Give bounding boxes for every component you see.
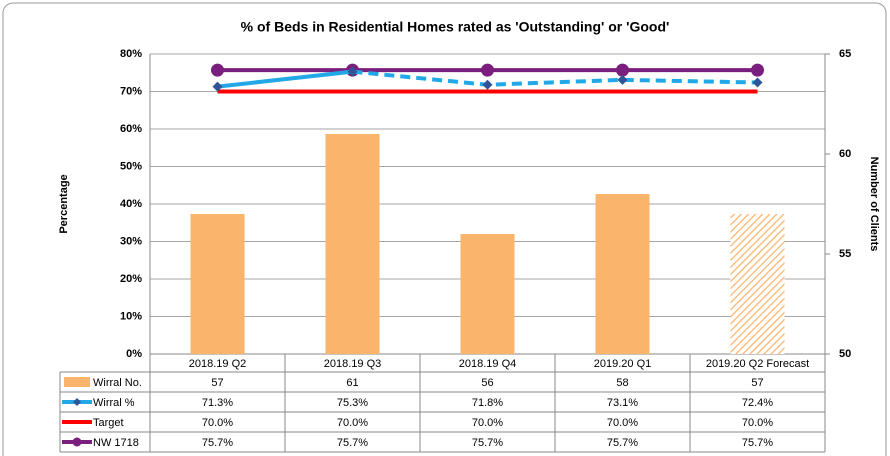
table-value: 70.0%	[202, 417, 233, 429]
table-value: 72.4%	[742, 397, 773, 409]
table-value: 73.1%	[607, 397, 638, 409]
table-value: 70.0%	[472, 417, 503, 429]
y-tick-label: 40%	[120, 198, 142, 210]
table-value: 71.8%	[472, 397, 503, 409]
y-tick-label: 30%	[120, 235, 142, 247]
table-value: 61	[346, 377, 358, 389]
y2-tick-label: 60	[839, 148, 851, 160]
legend-label: Wirral %	[93, 397, 135, 409]
legend-swatch	[64, 377, 90, 387]
table-value: 75.7%	[337, 437, 368, 449]
table-value: 58	[616, 377, 628, 389]
y-tick-label: 70%	[120, 85, 142, 97]
table-value: 56	[481, 377, 493, 389]
table-value: 75.3%	[337, 397, 368, 409]
line	[352, 69, 758, 87]
marker	[752, 77, 763, 88]
legend-swatch	[72, 437, 82, 447]
bar	[190, 214, 245, 354]
table-value: 70.0%	[607, 417, 638, 429]
marker	[616, 63, 629, 77]
bar	[595, 194, 650, 354]
y-axis-label: Percentage	[58, 174, 70, 233]
table-value: 75.7%	[742, 437, 773, 449]
table-value: 71.3%	[202, 397, 233, 409]
x-tick-label: 2018.19 Q4	[459, 358, 517, 370]
table-value: 75.7%	[607, 437, 638, 449]
marker	[347, 66, 358, 77]
chart-title: % of Beds in Residential Homes rated as …	[241, 19, 670, 35]
y2-tick-label: 65	[839, 48, 851, 60]
marker	[482, 79, 493, 90]
x-tick-label: 2019.20 Q2 Forecast	[706, 358, 809, 370]
x-tick-label: 2019.20 Q1	[594, 358, 652, 370]
bar	[460, 234, 515, 354]
y-tick-label: 60%	[120, 123, 142, 135]
y2-axis-label: Number of Clients	[868, 157, 880, 252]
legend-label: Wirral No.	[93, 377, 142, 389]
table-value: 75.7%	[202, 437, 233, 449]
line	[217, 69, 353, 89]
marker	[212, 81, 223, 92]
y-tick-label: 0%	[126, 348, 142, 360]
table-value: 57	[751, 377, 763, 389]
legend-swatch	[73, 398, 81, 406]
table-value: 70.0%	[337, 417, 368, 429]
marker	[617, 74, 628, 85]
legend-label: Target	[93, 417, 124, 429]
table-value: 75.7%	[472, 437, 503, 449]
marker	[211, 63, 224, 77]
y2-tick-label: 55	[839, 248, 851, 260]
marker	[481, 63, 494, 77]
marker	[751, 63, 764, 77]
legend-label: NW 1718	[93, 437, 139, 449]
table-value: 57	[211, 377, 223, 389]
table-value: 70.0%	[742, 417, 773, 429]
y-tick-label: 20%	[120, 273, 142, 285]
y-tick-label: 10%	[120, 310, 142, 322]
x-tick-label: 2018.19 Q3	[324, 358, 382, 370]
y-tick-label: 80%	[120, 48, 142, 60]
x-tick-label: 2018.19 Q2	[189, 358, 247, 370]
y2-tick-label: 50	[839, 348, 851, 360]
bar	[730, 214, 785, 354]
bar	[325, 134, 380, 354]
y-tick-label: 50%	[120, 160, 142, 172]
